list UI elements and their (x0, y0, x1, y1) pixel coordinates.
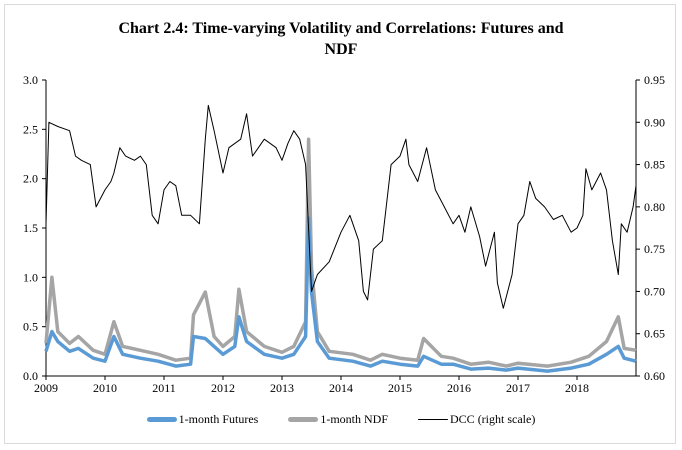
y-tick-label: 2.5 (23, 122, 38, 136)
legend: 1-month Futures 1-month NDF DCC (right sca… (0, 412, 682, 427)
legend-swatch (418, 419, 449, 420)
y-tick-label: 2.0 (23, 172, 38, 186)
y2-tick-label: 0.60 (644, 369, 665, 383)
chart-frame (4, 4, 676, 444)
y2-tick-label: 0.75 (644, 242, 665, 256)
x-tick-label: 2013 (270, 381, 294, 395)
y2-tick-label: 0.70 (644, 284, 665, 298)
y-tick-label: 3.0 (23, 73, 38, 87)
x-tick-label: 2011 (152, 381, 176, 395)
y-tick-label: 0.0 (23, 369, 38, 383)
x-tick-label: 2018 (565, 381, 589, 395)
legend-item: 1-month NDF (288, 412, 388, 427)
legend-swatch (146, 417, 177, 422)
chart-title-line-2: NDF (324, 41, 358, 58)
legend-item: 1-month Futures (146, 412, 259, 427)
series-line-dcc-right-scale- (45, 104, 637, 309)
x-tick-label: 2016 (447, 381, 471, 395)
y2-tick-label: 0.65 (644, 327, 665, 341)
x-tick-label: 2009 (34, 381, 58, 395)
legend-swatch (288, 417, 319, 422)
legend-label: 1-month Futures (178, 412, 259, 426)
y2-tick-label: 0.85 (644, 158, 665, 172)
legend-label: 1-month NDF (320, 412, 389, 426)
series-line-1-month-futures (44, 216, 637, 373)
series-line-1-month-ndf (44, 137, 637, 368)
x-tick-label: 2017 (506, 381, 530, 395)
legend-item: DCC (right scale) (418, 412, 535, 427)
x-tick-label: 2015 (388, 381, 412, 395)
y2-tick-label: 0.90 (644, 115, 665, 129)
x-tick-label: 2010 (93, 381, 117, 395)
y-tick-label: 1.0 (23, 270, 38, 284)
y2-tick-label: 0.95 (644, 73, 665, 87)
chart-title-line-1: Chart 2.4: Time-varying Volatility and C… (118, 20, 564, 37)
y2-tick-label: 0.80 (644, 200, 665, 214)
y-tick-label: 1.5 (23, 221, 38, 235)
chart-title: Chart 2.4: Time-varying Volatility and C… (0, 18, 682, 60)
y-tick-label: 0.5 (23, 320, 38, 334)
x-tick-label: 2014 (329, 381, 353, 395)
legend-label: DCC (right scale) (450, 412, 536, 426)
x-tick-label: 2012 (211, 381, 235, 395)
